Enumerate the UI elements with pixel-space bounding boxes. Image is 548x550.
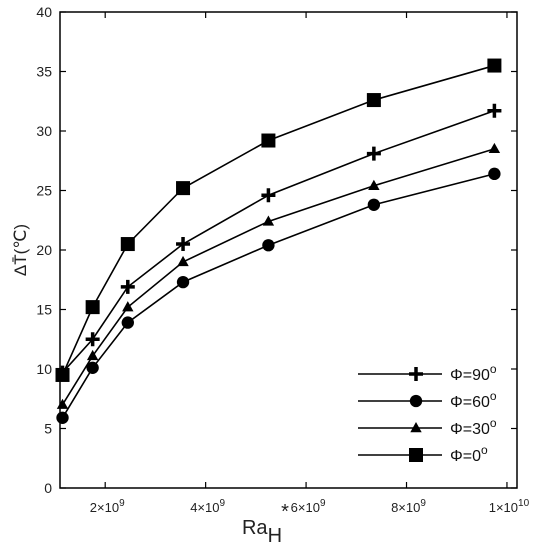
legend-label-degree: o: [481, 443, 488, 457]
x-tick-label-base: 6×10: [291, 500, 320, 515]
data-point-circle: [488, 167, 501, 181]
legend-label: Φ=30o: [450, 416, 497, 438]
series-layer: [55, 58, 502, 424]
data-point-triangle: [488, 142, 501, 154]
x-axis-label-subscript: H: [268, 525, 282, 547]
data-point-circle: [56, 411, 69, 424]
x-axis-label-main: Ra: [242, 517, 268, 539]
data-point-plus: [261, 188, 276, 203]
series-square: [55, 58, 502, 382]
y-tick-label: 40: [36, 4, 52, 20]
data-point-plus: [487, 103, 502, 118]
data-point-circle: [86, 361, 99, 374]
y-tick-label: 25: [36, 183, 52, 199]
series-circle: [56, 167, 501, 424]
data-point-triangle: [122, 301, 134, 312]
data-point-circle: [367, 198, 381, 211]
legend-label-name: Φ=30: [450, 421, 490, 438]
legend-label-name: Φ=90: [450, 367, 490, 384]
legend-label: Φ=60o: [450, 389, 497, 411]
data-point-triangle: [368, 179, 380, 190]
y-tick-label: 20: [36, 242, 52, 258]
legend-marker-square: [409, 448, 423, 462]
x-axis-label-star: *: [281, 501, 289, 523]
legend-label-name: Φ=0: [450, 448, 481, 465]
y-tick-label: 30: [36, 123, 52, 139]
x-axis-label: RaH: [242, 517, 282, 547]
x-tick-label: 4×109: [190, 498, 225, 515]
x-tick-label-base: 4×10: [190, 500, 219, 515]
y-tick-label: 10: [36, 361, 52, 377]
x-tick-label-exponent: 9: [119, 498, 125, 509]
x-tick-label-exponent: 9: [320, 498, 326, 509]
legend-marker-plus: [409, 367, 423, 381]
legend-marker-circle: [409, 394, 423, 408]
data-point-square: [261, 133, 276, 148]
legend-marker-triangle: [410, 422, 422, 433]
y-tick-label: 35: [36, 64, 52, 80]
x-tick-label: 6×109: [291, 498, 326, 515]
x-tick-label: 1×1010: [489, 498, 530, 515]
legend-label: Φ=0o: [450, 443, 488, 465]
data-point-triangle: [56, 398, 69, 409]
data-point-square: [487, 58, 502, 73]
data-point-plus: [366, 146, 381, 161]
data-point-plus: [85, 332, 100, 347]
x-tick-label-exponent: 9: [420, 498, 426, 509]
y-tick-label: 5: [44, 421, 52, 437]
legend-label-name: Φ=60: [450, 394, 490, 411]
data-point-square: [366, 93, 381, 108]
data-point-plus: [176, 237, 191, 252]
axis-labels: ΔT̄(℃) RaH*: [11, 224, 289, 547]
data-point-square: [85, 300, 100, 315]
y-tick-label: 15: [36, 302, 52, 318]
data-point-square: [176, 181, 191, 196]
legend-label-degree: o: [490, 389, 497, 403]
series-plus: [55, 103, 502, 380]
x-tick-label: 8×109: [391, 498, 426, 515]
x-tick-label-exponent: 10: [518, 498, 530, 509]
y-tick-label: 0: [44, 480, 52, 496]
data-point-triangle: [86, 349, 99, 361]
x-tick-label-base: 1×10: [489, 500, 518, 515]
data-point-plus: [120, 279, 135, 294]
y-axis-label: ΔT̄(℃): [11, 224, 30, 276]
legend-label-degree: o: [490, 416, 497, 430]
data-point-triangle: [262, 215, 275, 226]
x-tick-label: 2×109: [90, 498, 125, 515]
data-point-circle: [121, 316, 134, 329]
legend-label-degree: o: [490, 362, 497, 376]
data-point-square: [120, 237, 135, 252]
legend-label: Φ=90o: [450, 362, 497, 384]
data-point-triangle: [177, 255, 189, 267]
x-tick-label-base: 2×10: [90, 500, 119, 515]
data-point-circle: [262, 239, 275, 252]
data-point-square: [55, 367, 70, 382]
series-triangle: [56, 142, 501, 409]
x-tick-label-exponent: 9: [220, 498, 226, 509]
x-tick-label-base: 8×10: [391, 500, 420, 515]
data-point-circle: [176, 275, 190, 289]
